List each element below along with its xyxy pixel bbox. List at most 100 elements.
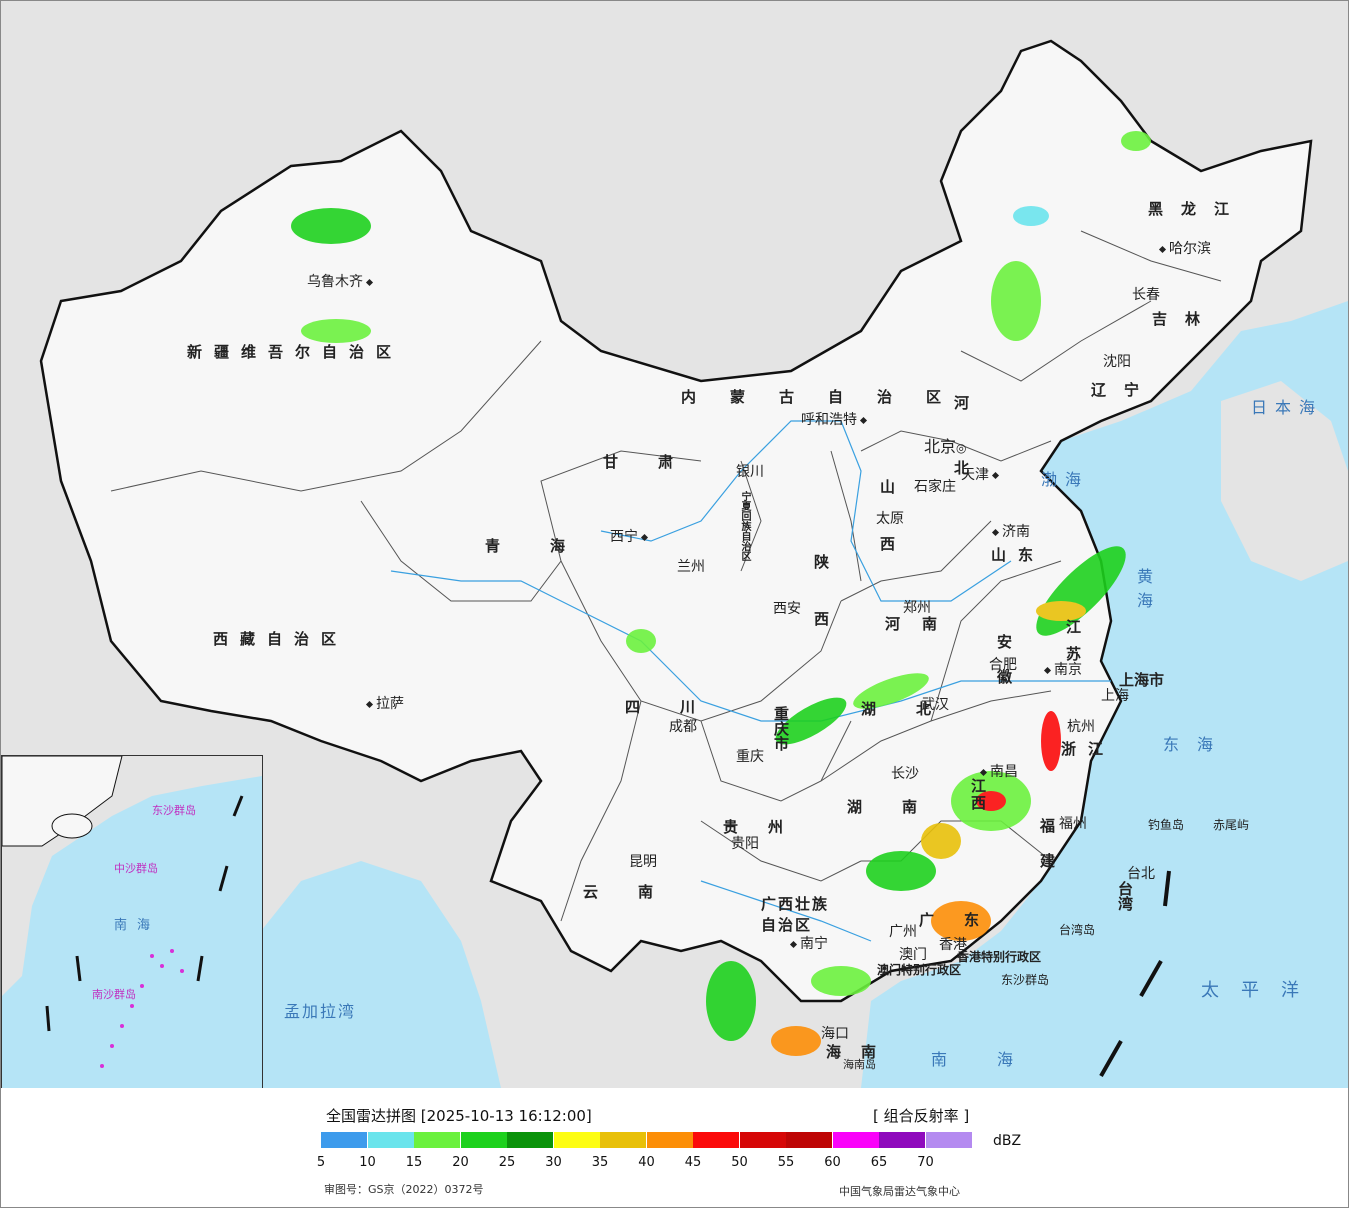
color-swatch xyxy=(879,1132,925,1148)
province-guizhou: 贵州 xyxy=(723,818,814,836)
island-chiwei: 赤尾屿 xyxy=(1213,818,1250,832)
province-taiwan: 台湾 xyxy=(1116,881,1134,911)
city-changsha: 长沙 xyxy=(891,766,919,782)
city-lanzhou: 兰州 xyxy=(677,559,705,575)
data-source: 中国气象局雷达气象中心 xyxy=(839,1185,960,1198)
sea-nanhai: 南海 xyxy=(931,1050,1064,1069)
color-tick-label: 55 xyxy=(777,1155,795,1170)
color-swatch xyxy=(925,1132,972,1148)
label-hksar: 香港特别行政区 xyxy=(957,950,1042,964)
legend-product: [ 组合反射率 ] xyxy=(873,1107,970,1125)
color-tick-label: 5 xyxy=(316,1155,326,1170)
city-nanjing: 南京 xyxy=(1041,659,1082,679)
city-changchun: 长春 xyxy=(1132,287,1160,303)
province-guangdong: 广东 xyxy=(919,911,1010,929)
city-kunming: 昆明 xyxy=(629,854,657,870)
city-tianjin: 天津 xyxy=(961,464,1002,484)
province-fujian: 福建 xyxy=(1038,818,1056,888)
island-taiwan: 台湾岛 xyxy=(1059,923,1096,937)
color-tick-label: 65 xyxy=(870,1155,888,1170)
inset-canvas xyxy=(2,756,262,1068)
color-tick-label: 50 xyxy=(731,1155,748,1170)
province-xinjiang: 新疆维吾尔自治区 xyxy=(187,343,404,361)
province-ningxia: 宁夏回族自治区 xyxy=(739,491,750,561)
inset-zhongsha: 中沙群岛 xyxy=(114,862,158,875)
province-hainan: 海南 xyxy=(826,1043,897,1061)
city-shijiazhuang: 石家庄 xyxy=(914,479,956,495)
city-xian: 西安 xyxy=(773,601,801,617)
color-swatch xyxy=(739,1132,786,1148)
city-hangzhou: 杭州 xyxy=(1067,719,1095,735)
province-anhui: 安徽 xyxy=(995,634,1013,704)
island-diaoyu: 钓鱼岛 xyxy=(1148,818,1185,832)
city-chengdu: 成都 xyxy=(669,719,697,735)
sea-japan: 日本海 xyxy=(1251,398,1324,417)
color-tick-label: 15 xyxy=(405,1155,423,1170)
province-yunnan: 云南 xyxy=(583,883,694,901)
province-chongqing: 重庆市 xyxy=(772,706,790,751)
city-hohhot: 呼和浩特 xyxy=(801,409,870,429)
color-tick-label: 30 xyxy=(545,1155,562,1170)
province-gansu: 甘肃 xyxy=(603,453,714,471)
province-jiangxi: 江西 xyxy=(969,778,987,812)
color-tick-label: 10 xyxy=(359,1155,376,1170)
city-nanning: 南宁 xyxy=(787,933,828,953)
province-xizang: 西藏自治区 xyxy=(213,630,349,648)
province-shanxi: 山西 xyxy=(878,479,896,593)
color-tick-label: 60 xyxy=(824,1155,841,1170)
city-beijing: 北京◎ xyxy=(924,437,967,456)
city-yinchuan: 银川 xyxy=(736,464,764,480)
color-swatch xyxy=(600,1132,646,1148)
inset-nansha: 南沙群岛 xyxy=(92,988,136,1001)
map-canvas xyxy=(39,39,1348,1088)
china-outline xyxy=(39,39,1313,1003)
radar-map[interactable]: 新疆维吾尔自治区 西藏自治区 青海 甘肃 四川 云南 贵州 广西壮族自治区 广东… xyxy=(1,1,1348,1088)
label-macausar: 澳门特别行政区 xyxy=(877,963,962,977)
sea-huanghai: 黄海 xyxy=(1134,568,1153,616)
color-tick-label: 70 xyxy=(917,1155,934,1170)
color-swatch xyxy=(693,1132,739,1148)
city-fuzhou: 福州 xyxy=(1059,816,1087,832)
south-china-sea-inset: 南海 东沙群岛 中沙群岛 南沙群岛 xyxy=(1,755,263,1088)
city-nanchang: 南昌 xyxy=(977,761,1018,781)
inset-dongsha: 东沙群岛 xyxy=(152,804,196,817)
province-hubei: 湖北 xyxy=(861,700,972,718)
province-shanghai: 上海市 xyxy=(1119,671,1165,689)
color-tick-label: 20 xyxy=(452,1155,469,1170)
legend-unit: dBZ xyxy=(993,1133,1022,1149)
color-swatch xyxy=(832,1132,879,1148)
city-jinan: 济南 xyxy=(989,521,1030,541)
color-tick-label: 40 xyxy=(638,1155,655,1170)
province-sichuan: 四川 xyxy=(625,698,736,716)
color-tick-label: 25 xyxy=(498,1155,516,1170)
province-shandong: 山东 xyxy=(991,546,1046,564)
color-swatch xyxy=(321,1132,367,1148)
color-tick-label: 45 xyxy=(684,1155,702,1170)
city-shanghai: 上海 xyxy=(1101,688,1129,704)
city-wuhan: 武汉 xyxy=(921,697,949,713)
city-chongqing: 重庆 xyxy=(736,749,764,765)
province-heilongjiang: 黑龙江 xyxy=(1148,200,1248,218)
island-hainan: 海南岛 xyxy=(843,1058,876,1071)
city-macau: 澳门 xyxy=(899,947,927,963)
city-taipei: 台北 xyxy=(1127,866,1155,882)
city-hefei: 合肥 xyxy=(989,657,1017,673)
sea-donghai: 东海 xyxy=(1163,735,1232,754)
province-shaanxi: 陕西 xyxy=(812,554,830,668)
city-guangzhou: 广州 xyxy=(889,924,917,940)
color-swatch xyxy=(553,1132,600,1148)
city-hongkong: 香港 xyxy=(939,937,967,953)
province-henan: 河南 xyxy=(885,615,960,633)
color-swatch xyxy=(646,1132,693,1148)
review-number: 审图号：GS京（2022）0372号 xyxy=(324,1183,484,1196)
province-neimenggu: 内蒙古自治区 xyxy=(681,388,976,406)
inset-nanhai: 南海 xyxy=(114,918,161,933)
city-guiyang: 贵阳 xyxy=(731,836,759,852)
color-swatch xyxy=(507,1132,553,1148)
city-zhengzhou: 郑州 xyxy=(903,600,931,616)
color-tick-label: 35 xyxy=(591,1155,609,1170)
color-swatch xyxy=(367,1132,414,1148)
province-jiangsu: 江苏 xyxy=(1064,619,1082,673)
color-swatch xyxy=(786,1132,832,1148)
radar-echoes xyxy=(291,131,1151,1056)
